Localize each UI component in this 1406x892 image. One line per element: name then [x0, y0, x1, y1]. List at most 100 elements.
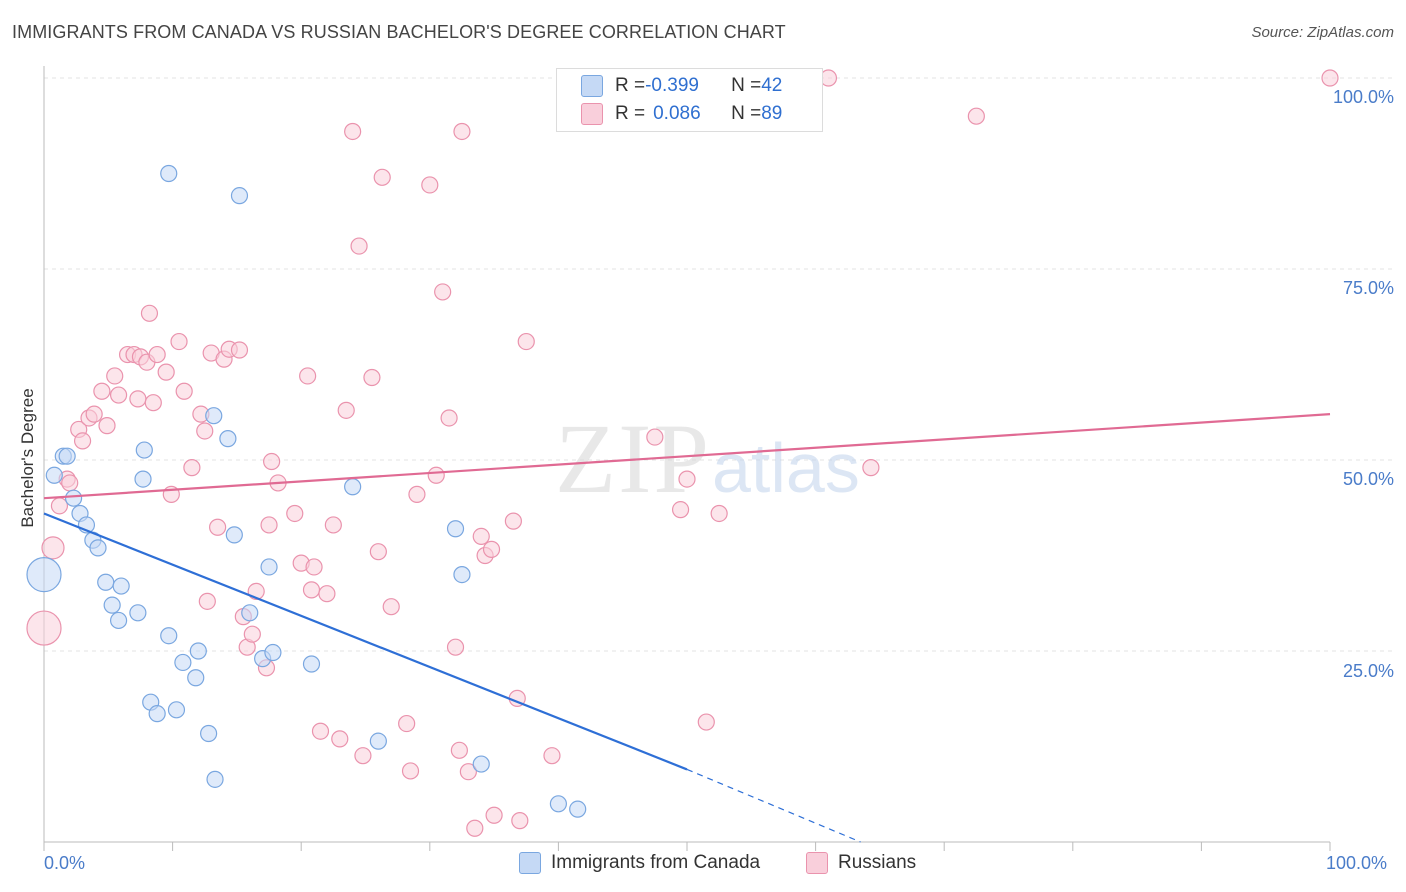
canada-swatch	[581, 75, 603, 97]
russians-point	[286, 504, 304, 523]
y-tick-100: 100.0%	[1332, 87, 1394, 107]
russians-point	[260, 516, 278, 534]
russians-point	[697, 713, 715, 731]
legend-russians-swatch	[806, 852, 828, 874]
russians-point	[198, 592, 216, 610]
canada-point	[167, 701, 186, 719]
chart-title: IMMIGRANTS FROM CANADA VS RUSSIAN BACHEL…	[12, 22, 786, 42]
russians-point	[354, 747, 372, 765]
russians-point	[337, 401, 355, 419]
russians-point	[671, 501, 690, 519]
legend-russians-label: Russians	[838, 852, 917, 873]
legend-russians[interactable]: Russians	[806, 852, 916, 874]
canada-point	[241, 604, 259, 622]
russians-point	[710, 504, 728, 523]
russians-point	[106, 367, 124, 385]
legend-canada-swatch	[519, 852, 541, 874]
legend-canada[interactable]: Immigrants from Canada	[519, 852, 760, 874]
russians-point	[98, 417, 116, 435]
russians-point	[50, 497, 69, 515]
russians-point	[183, 459, 201, 477]
canada-point	[89, 539, 107, 557]
y-tick-25: 25.0%	[1342, 661, 1394, 681]
trendlines	[43, 413, 1331, 843]
russians-point	[401, 762, 420, 780]
russians-r-value: 0.086	[653, 103, 701, 124]
russians-point	[324, 516, 342, 534]
canada-point	[58, 447, 76, 465]
russians-point	[26, 610, 62, 646]
canada-point	[369, 732, 387, 750]
canada-point	[472, 755, 490, 773]
russians-point	[862, 459, 880, 477]
russians-points	[26, 69, 1339, 837]
stats-row-russians: R = 0.086 N = 89	[557, 101, 782, 127]
russians-point	[170, 332, 188, 351]
canada-point	[103, 596, 121, 614]
russians-point	[482, 540, 501, 558]
russians-point	[144, 394, 162, 412]
russians-point	[427, 466, 445, 484]
canada-point	[129, 604, 147, 622]
canada-point	[344, 478, 362, 496]
canada-point	[112, 577, 130, 595]
canada-points	[26, 164, 587, 818]
canada-point	[230, 187, 249, 205]
russians-point	[318, 585, 336, 603]
canada-point	[225, 526, 243, 544]
russians-point	[196, 422, 214, 440]
russians-point	[678, 470, 696, 488]
russians-point	[263, 452, 281, 471]
russians-point	[421, 176, 439, 194]
russians-point	[450, 741, 468, 759]
russians-point	[305, 558, 323, 576]
russians-point	[302, 581, 321, 599]
russians-point	[446, 638, 465, 656]
canada-point	[134, 470, 152, 488]
russians-point	[129, 390, 147, 408]
russians-point	[85, 405, 103, 423]
russians-point	[398, 714, 416, 733]
canada-point	[148, 705, 166, 723]
canada-point	[160, 164, 178, 183]
legend-canada-label: Immigrants from Canada	[551, 852, 761, 873]
russians-point	[373, 168, 391, 186]
canada-r-label: R =	[615, 75, 646, 96]
canada-point	[187, 669, 205, 687]
russians-point	[363, 368, 381, 387]
russians-point	[485, 806, 503, 824]
canada-point	[264, 643, 282, 662]
russians-point	[382, 598, 400, 616]
russians-point	[517, 332, 535, 351]
canada-n-value: 42	[761, 75, 783, 96]
watermark-atlas: atlas	[712, 429, 860, 507]
y-axis-label: Bachelor's Degree	[18, 388, 37, 528]
russians-point	[93, 382, 111, 400]
canada-n-label: N =	[731, 75, 762, 96]
russians-point	[61, 474, 79, 492]
russians-point	[230, 341, 249, 359]
russians-point	[344, 122, 362, 141]
canada-point	[160, 627, 178, 645]
russians-point	[466, 819, 484, 837]
canada-point	[189, 642, 207, 660]
russians-point	[472, 527, 490, 546]
canada-point	[453, 565, 471, 584]
russians-point	[109, 386, 128, 404]
canada-point	[26, 556, 62, 593]
russians-point	[175, 382, 193, 400]
canada-point	[45, 466, 63, 484]
source-note: Source: ZipAtlas.com	[1251, 24, 1394, 41]
canada-point	[174, 653, 192, 672]
russians-point	[299, 367, 317, 385]
x-tick-100: 100.0%	[1326, 853, 1388, 873]
canada-point	[200, 724, 218, 743]
russians-swatch	[581, 103, 603, 125]
canada-point	[302, 655, 321, 673]
canada-point	[549, 795, 568, 813]
russians-trendline	[43, 413, 1331, 500]
stats-row-canada: R = -0.399 N = 42	[557, 73, 782, 99]
watermark-zip: ZIP	[555, 403, 711, 514]
canada-point	[446, 520, 465, 538]
russians-point	[440, 409, 458, 427]
